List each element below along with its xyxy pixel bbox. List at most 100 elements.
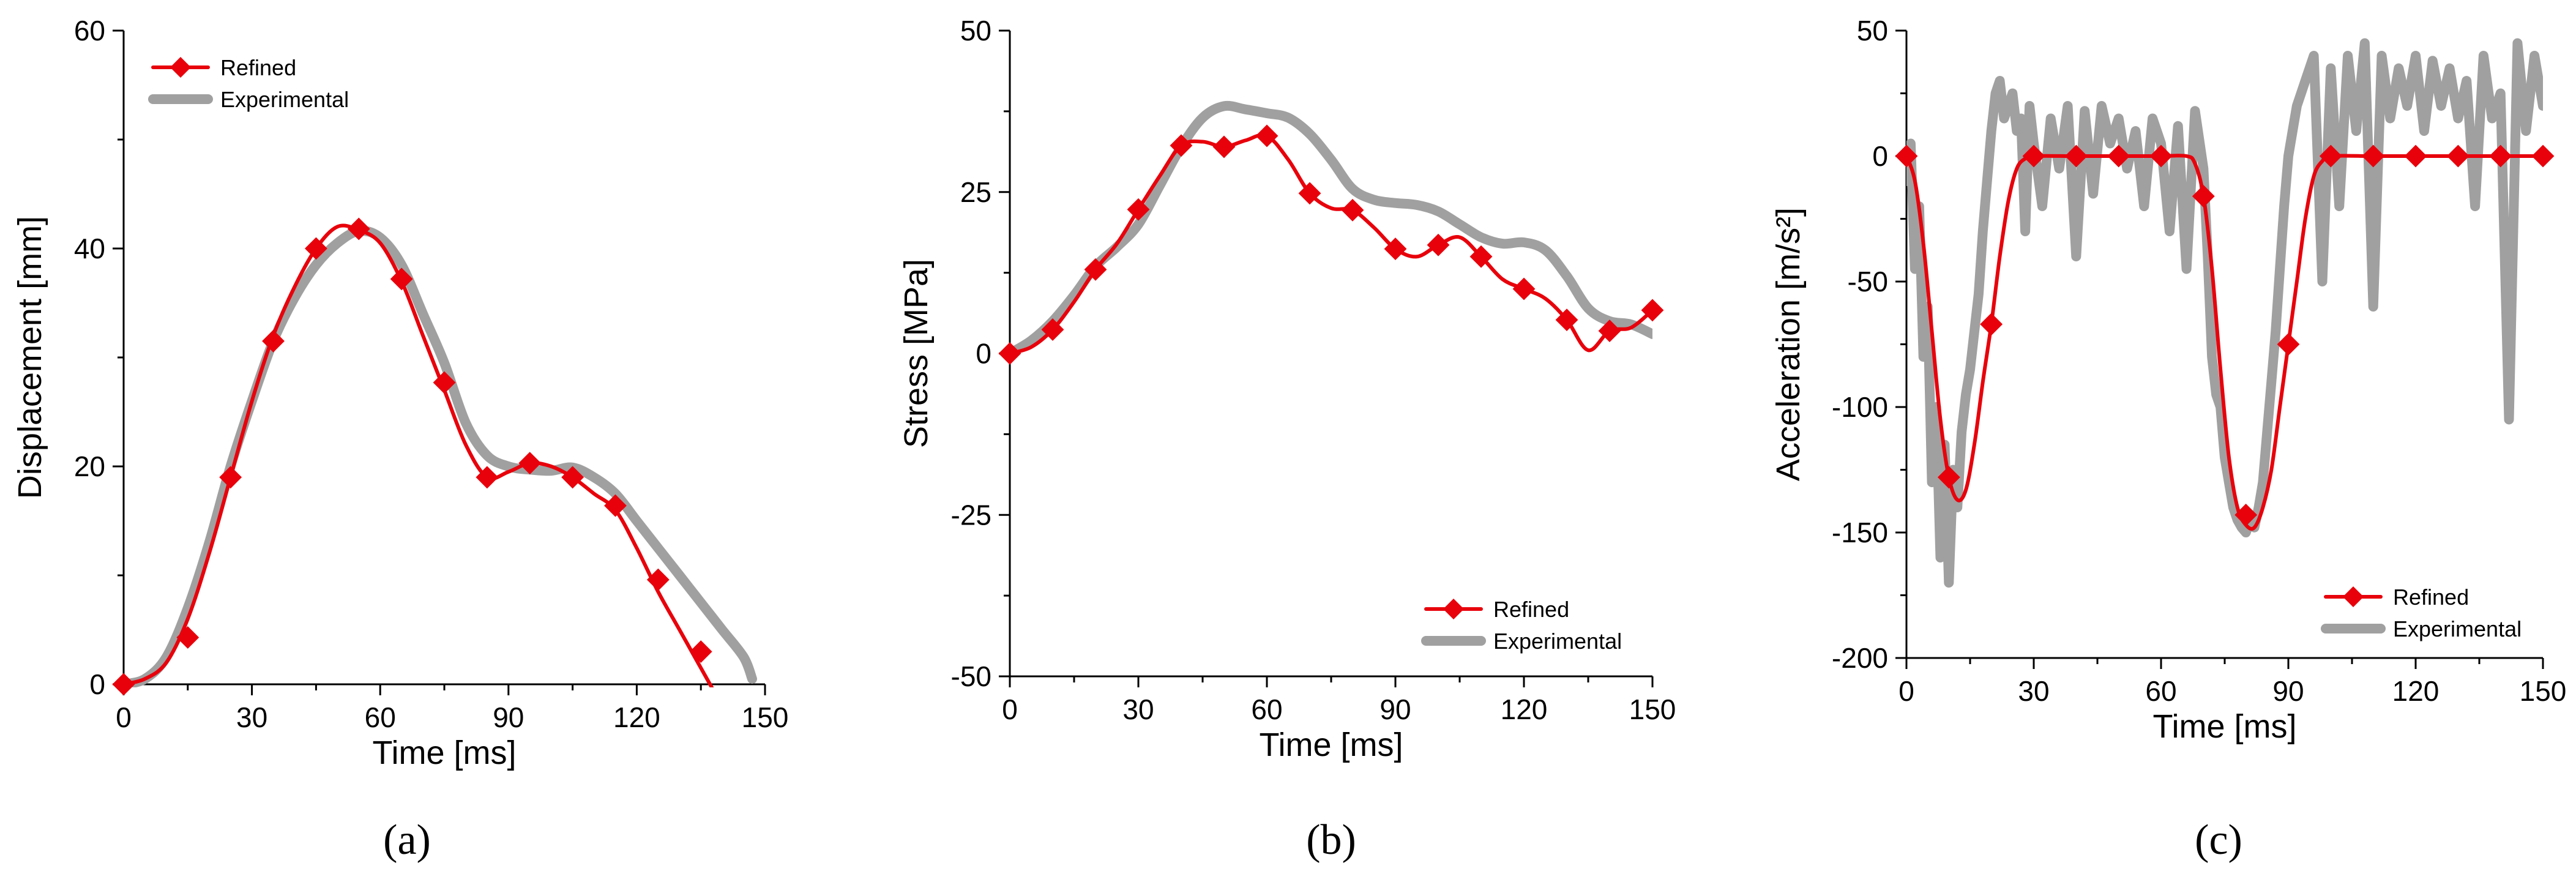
refined-point bbox=[1170, 134, 1193, 157]
legend-label: Refined bbox=[1493, 597, 1569, 622]
x-tick-label: 30 bbox=[236, 701, 267, 733]
legend-label: Experimental bbox=[1493, 629, 1622, 654]
legend-marker-refined bbox=[2343, 586, 2364, 607]
x-tick-label: 60 bbox=[1251, 693, 1282, 725]
refined-point bbox=[476, 466, 499, 489]
y-tick-label: 25 bbox=[960, 176, 991, 208]
refined-point bbox=[1598, 320, 1621, 342]
refined-point bbox=[112, 673, 135, 696]
x-tick-label: 150 bbox=[742, 701, 789, 733]
plot-area bbox=[124, 223, 757, 687]
refined-point bbox=[1641, 299, 1664, 322]
refined-point bbox=[1255, 124, 1279, 148]
refined-point bbox=[347, 217, 370, 241]
y-axis-title: Acceleration [m/s²] bbox=[1770, 207, 1807, 481]
y-tick-label: -100 bbox=[1832, 391, 1888, 423]
refined-point bbox=[2446, 144, 2470, 168]
panel-c: 0 30 60 90 120 150 -200 -150 -100 -50 0 50 Time [ms]… bbox=[1770, 15, 2566, 864]
y-tick-label: -25 bbox=[951, 499, 991, 531]
x-tick-label: 60 bbox=[365, 701, 396, 733]
refined-point bbox=[2404, 144, 2427, 168]
panel-b: 0 30 60 90 120 150 -50 -25 0 25 50 Time [ms] Stress … bbox=[898, 15, 1676, 864]
refined-point bbox=[390, 267, 413, 291]
y-axis-title: Displacement [mm] bbox=[12, 216, 48, 499]
refined-point bbox=[2362, 144, 2385, 168]
refined-point bbox=[518, 452, 542, 475]
x-tick-label: 0 bbox=[116, 701, 132, 733]
y-tick-label: -50 bbox=[1848, 266, 1888, 297]
x-tick-label: 150 bbox=[1629, 693, 1676, 725]
y-tick-label: 0 bbox=[89, 668, 105, 700]
refined-point bbox=[2064, 144, 2088, 168]
x-tick-label: 30 bbox=[2018, 675, 2049, 707]
legend-label: Experimental bbox=[2393, 616, 2522, 641]
series-line-experimental bbox=[124, 226, 757, 687]
plot-area bbox=[1010, 100, 1652, 359]
y-tick-label: 60 bbox=[74, 15, 105, 47]
refined-point bbox=[2107, 144, 2130, 168]
series-line-refined bbox=[1010, 133, 1652, 356]
refined-point bbox=[1895, 144, 1918, 168]
legend-marker-refined bbox=[1443, 599, 1464, 619]
y-tick-label: 20 bbox=[74, 450, 105, 482]
refined-point bbox=[1084, 258, 1107, 281]
refined-point bbox=[1298, 182, 1321, 205]
refined-point bbox=[2277, 333, 2300, 356]
x-tick-label: 90 bbox=[2272, 675, 2304, 707]
x-axis-title: Time [ms] bbox=[2153, 708, 2297, 745]
legend-label: Experimental bbox=[220, 87, 349, 112]
refined-point bbox=[1427, 233, 1450, 256]
refined-point bbox=[1512, 277, 1536, 301]
refined-point bbox=[1341, 198, 1364, 222]
y-tick-label: -50 bbox=[951, 660, 991, 692]
legend-marker-refined bbox=[170, 57, 191, 78]
y-tick-label: -150 bbox=[1832, 517, 1888, 548]
refined-point bbox=[2489, 144, 2512, 168]
refined-point bbox=[1980, 313, 2003, 336]
panel-label: (b) bbox=[1306, 817, 1356, 864]
refined-point bbox=[433, 371, 456, 394]
x-tick-label: 120 bbox=[2392, 675, 2440, 707]
refined-point bbox=[561, 466, 584, 489]
refined-point bbox=[689, 640, 712, 663]
legend-label: Refined bbox=[2393, 585, 2469, 610]
refined-point bbox=[2149, 144, 2173, 168]
x-axis-title: Time [ms] bbox=[1260, 727, 1403, 763]
refined-point bbox=[1555, 308, 1578, 332]
y-tick-label: 0 bbox=[1872, 140, 1888, 172]
refined-point bbox=[998, 342, 1021, 365]
refined-point bbox=[219, 466, 242, 489]
legend-label: Refined bbox=[220, 55, 296, 80]
x-tick-label: 30 bbox=[1122, 693, 1154, 725]
x-tick-label: 0 bbox=[1002, 693, 1018, 725]
refined-point bbox=[262, 329, 285, 353]
y-tick-label: 50 bbox=[960, 15, 991, 47]
refined-point bbox=[1469, 245, 1493, 268]
refined-point bbox=[1127, 198, 1150, 221]
refined-point bbox=[1041, 318, 1064, 341]
refined-point bbox=[646, 568, 670, 591]
refined-point bbox=[2531, 144, 2555, 168]
refined-point bbox=[1212, 135, 1236, 159]
refined-point bbox=[1937, 466, 1960, 489]
series-line-experimental bbox=[1010, 100, 1652, 359]
series-line-experimental bbox=[1906, 38, 2543, 588]
refined-point bbox=[2192, 185, 2215, 208]
refined-point bbox=[176, 626, 200, 649]
y-tick-label: 40 bbox=[74, 233, 105, 264]
x-tick-label: 90 bbox=[493, 701, 524, 733]
x-tick-label: 90 bbox=[1379, 693, 1411, 725]
panel-label: (c) bbox=[2195, 817, 2242, 864]
panel-label: (a) bbox=[383, 817, 431, 864]
x-axis-title: Time [ms] bbox=[373, 734, 517, 771]
y-axis-title: Stress [MPa] bbox=[898, 259, 935, 448]
y-tick-label: -200 bbox=[1832, 642, 1888, 674]
y-tick-label: 0 bbox=[976, 338, 991, 370]
series-line-refined bbox=[1906, 154, 2543, 531]
plot-area bbox=[1906, 38, 2543, 588]
y-tick-label: 50 bbox=[1857, 15, 1888, 47]
refined-point bbox=[1384, 237, 1407, 261]
refined-point bbox=[304, 237, 327, 260]
